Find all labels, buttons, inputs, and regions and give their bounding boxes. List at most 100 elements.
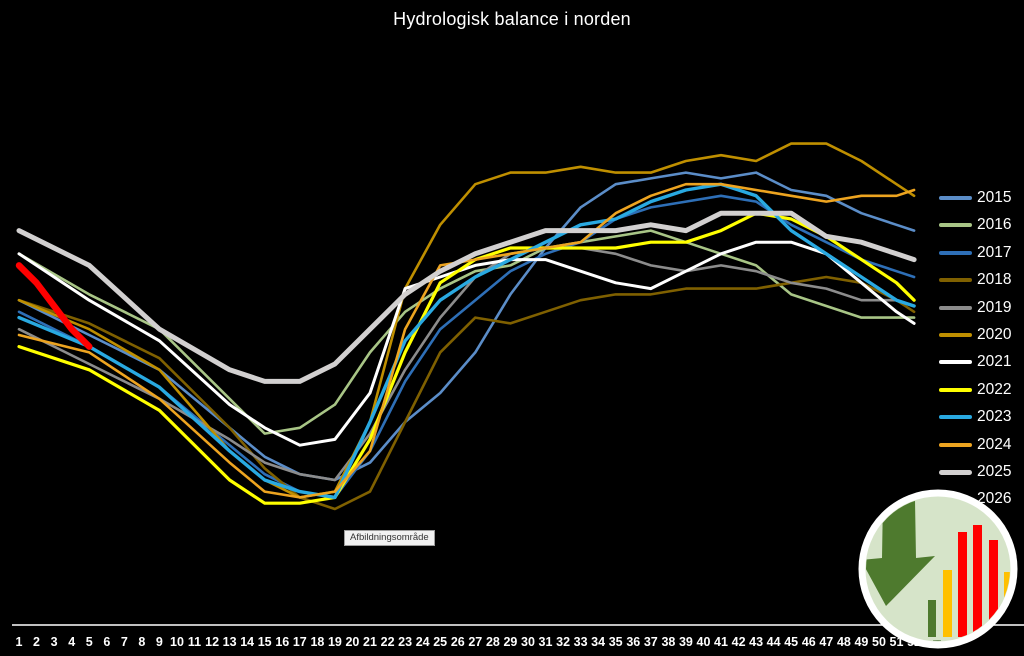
legend-item-2024[interactable]: 2024 bbox=[939, 435, 1011, 455]
series-line-2018[interactable] bbox=[17, 275, 916, 511]
x-tick-label: 3 bbox=[51, 635, 58, 649]
legend-label: 2024 bbox=[977, 435, 1012, 453]
x-tick-label: 14 bbox=[240, 635, 254, 649]
legend-item-2022[interactable]: 2022 bbox=[939, 380, 1011, 400]
legend-label: 2025 bbox=[977, 463, 1012, 480]
x-tick-label: 38 bbox=[661, 635, 675, 649]
x-tick-label: 40 bbox=[697, 635, 711, 649]
legend-swatch bbox=[939, 278, 972, 283]
legend-swatch bbox=[939, 360, 972, 365]
x-tick-label: 5 bbox=[86, 635, 93, 649]
x-tick-label: 10 bbox=[170, 635, 184, 649]
series-line-2017[interactable] bbox=[17, 194, 916, 499]
legend-label: 2016 bbox=[977, 216, 1012, 234]
x-tick-label: 33 bbox=[574, 635, 588, 649]
logo-bar bbox=[989, 540, 998, 637]
legend-item-2020[interactable]: 2020 bbox=[939, 325, 1011, 345]
x-tick-label: 11 bbox=[188, 635, 201, 649]
chart-title[interactable]: Hydrologisk balance i norden bbox=[393, 9, 631, 29]
legend-swatch bbox=[939, 250, 972, 255]
x-tick-label: 23 bbox=[398, 635, 412, 649]
x-tick-label: 31 bbox=[539, 635, 553, 649]
x-tick-label: 26 bbox=[451, 635, 465, 649]
x-tick-label: 24 bbox=[416, 635, 430, 649]
x-tick-label: 2 bbox=[33, 635, 40, 649]
legend-item-2021[interactable]: 2021 bbox=[939, 352, 1011, 372]
x-tick-label: 37 bbox=[644, 635, 658, 649]
legend-label: 2026 bbox=[977, 490, 1012, 508]
x-tick-label: 25 bbox=[433, 635, 447, 649]
legend-swatch bbox=[939, 415, 972, 420]
x-tick-label: 46 bbox=[802, 635, 816, 649]
x-tick-label: 19 bbox=[328, 635, 342, 649]
x-tick-label: 50 bbox=[872, 635, 886, 649]
x-tick-label: 16 bbox=[275, 635, 289, 649]
x-tick-label: 21 bbox=[363, 635, 377, 649]
x-tick-label: 4 bbox=[68, 635, 75, 649]
x-tick-label: 8 bbox=[138, 635, 145, 649]
x-tick-label: 49 bbox=[854, 635, 868, 649]
x-tick-label: 43 bbox=[749, 635, 763, 649]
logo-bar bbox=[928, 600, 936, 637]
series-line-2026[interactable] bbox=[15, 262, 93, 350]
legend-swatch bbox=[939, 469, 972, 475]
x-tick-label: 45 bbox=[784, 635, 798, 649]
legend-item-2017[interactable]: 2017 bbox=[939, 243, 1011, 263]
x-tick-label: 15 bbox=[258, 635, 272, 649]
legend-label: 2022 bbox=[977, 380, 1012, 398]
series-line-2024[interactable] bbox=[17, 182, 916, 499]
series-line-2015[interactable] bbox=[17, 171, 916, 482]
legend-swatch bbox=[939, 196, 972, 200]
legend-item-2016[interactable]: 2016 bbox=[939, 215, 1011, 235]
x-tick-label: 28 bbox=[486, 635, 500, 649]
legend-swatch bbox=[939, 305, 972, 310]
x-tick-label: 41 bbox=[714, 635, 728, 649]
x-tick-label: 36 bbox=[626, 635, 640, 649]
legend-item-2023[interactable]: 2023 bbox=[939, 407, 1011, 427]
x-tick-label: 42 bbox=[732, 635, 746, 649]
series-line-2021[interactable] bbox=[17, 240, 916, 447]
legend-swatch bbox=[939, 387, 972, 392]
logo-tick-mark bbox=[933, 640, 941, 641]
legend: 2015 2016 2017 2018 2019 2020 2021 2022 2023 2024… bbox=[939, 0, 1024, 656]
x-tick-label: 48 bbox=[837, 635, 851, 649]
x-tick-label: 1 bbox=[16, 635, 23, 649]
legend-item-2025[interactable]: 2025 bbox=[939, 462, 1011, 482]
series-line-2016[interactable] bbox=[17, 229, 916, 435]
x-tick-label: 6 bbox=[103, 635, 110, 649]
x-tick-label: 39 bbox=[679, 635, 693, 649]
x-tick-label: 44 bbox=[767, 635, 781, 649]
company-logo bbox=[858, 489, 1018, 649]
x-tick-label: 18 bbox=[310, 635, 324, 649]
logo-bar bbox=[958, 532, 967, 637]
x-tick-label: 29 bbox=[503, 635, 517, 649]
x-tick-label: 7 bbox=[121, 635, 128, 649]
x-tick-label: 9 bbox=[156, 635, 163, 649]
x-tick-label: 22 bbox=[381, 635, 395, 649]
logo-bar bbox=[943, 570, 952, 637]
x-tick-label: 35 bbox=[609, 635, 623, 649]
x-tick-label: 13 bbox=[223, 635, 237, 649]
x-tick-label: 17 bbox=[293, 635, 307, 649]
series-line-2025[interactable] bbox=[16, 210, 917, 384]
x-tick-label: 12 bbox=[205, 635, 219, 649]
x-tick-label: 47 bbox=[819, 635, 833, 649]
logo-tick-mark bbox=[987, 640, 995, 641]
x-tick-label: 27 bbox=[468, 635, 482, 649]
legend-label: 2020 bbox=[977, 326, 1012, 343]
series-line-2022[interactable] bbox=[17, 211, 916, 505]
legend-item-2018[interactable]: 2018 bbox=[939, 270, 1011, 290]
logo-down-arrow-icon bbox=[866, 498, 935, 606]
legend-label: 2015 bbox=[977, 189, 1012, 206]
x-tick-label: 32 bbox=[556, 635, 570, 649]
legend-item-2019[interactable]: 2019 bbox=[939, 298, 1011, 318]
x-tick-label: 20 bbox=[345, 635, 359, 649]
legend-label: 2019 bbox=[977, 298, 1012, 316]
legend-swatch bbox=[939, 333, 972, 337]
x-tick-label: 34 bbox=[591, 635, 605, 649]
legend-label: 2017 bbox=[977, 243, 1012, 261]
legend-item-2015[interactable]: 2015 bbox=[939, 188, 1011, 208]
legend-swatch bbox=[939, 442, 972, 447]
x-tick-label: 30 bbox=[521, 635, 535, 649]
